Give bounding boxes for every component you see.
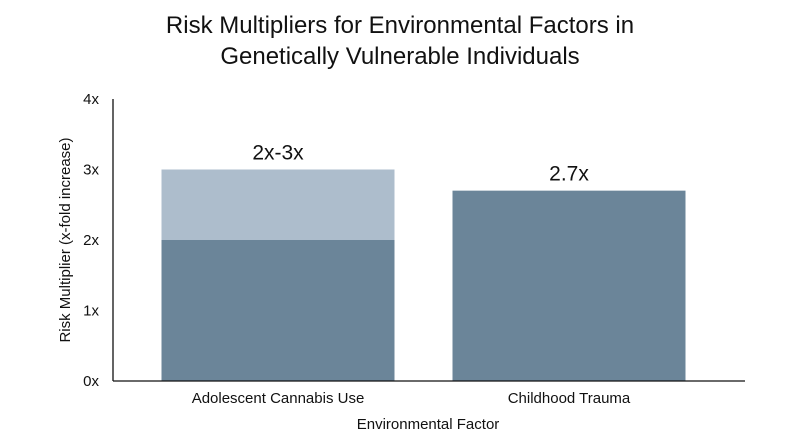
bar (161, 240, 395, 381)
y-tick-label: 3x (83, 162, 99, 179)
bars-group (161, 169, 686, 381)
chart-title-line-1: Risk Multipliers for Environmental Facto… (165, 12, 635, 39)
x-axis-title: Environmental Factor (357, 416, 500, 433)
y-tick-label: 4x (83, 91, 99, 108)
chart-title-line-2: Genetically Vulnerable Individuals (220, 43, 580, 70)
y-tick-labels: 0x 1x 2x 3x 4x (83, 91, 99, 390)
y-tick-label: 1x (83, 303, 99, 320)
category-labels: Adolescent Cannabis Use Childhood Trauma (192, 390, 631, 407)
y-tick-label: 2x (83, 232, 99, 249)
category-label: Childhood Trauma (508, 390, 631, 407)
chart-title: Risk Multipliers for Environmental Facto… (0, 10, 800, 72)
data-label: 2x-3x (252, 142, 304, 165)
category-label: Adolescent Cannabis Use (192, 390, 365, 407)
y-tick-label: 0x (83, 373, 99, 390)
y-axis-title: Risk Multiplier (x-fold increase) (57, 137, 74, 342)
axes-group (112, 99, 745, 382)
data-label: 2.7x (549, 163, 589, 186)
bar-range (161, 169, 395, 240)
bar (452, 190, 686, 381)
data-labels: 2x-3x 2.7x (252, 142, 589, 186)
